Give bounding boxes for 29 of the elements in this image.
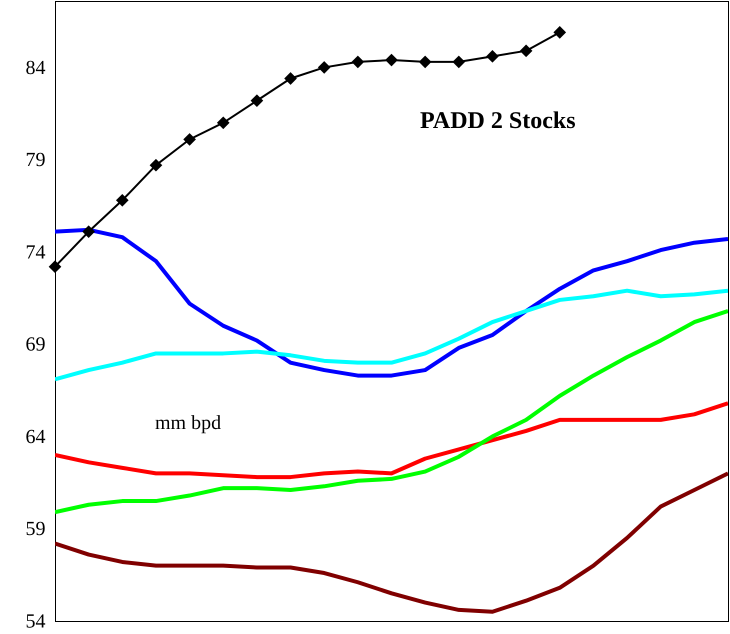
point (385, 54, 398, 66)
y-tick-label: 84 (26, 56, 46, 79)
point (48, 260, 62, 274)
y-tick-label: 69 (26, 334, 46, 356)
point (452, 56, 466, 68)
point (553, 26, 566, 39)
point (520, 44, 532, 58)
line-series (55, 288, 728, 382)
point (352, 56, 364, 68)
y-tick-label: 64 (26, 426, 46, 448)
y-tick-label: 54 (26, 610, 46, 632)
line-series (55, 471, 728, 614)
y-tick-label: 79 (26, 149, 46, 172)
point (116, 194, 129, 207)
point (216, 116, 230, 130)
point (284, 72, 297, 85)
point (150, 158, 162, 172)
y-tick-label: 74 (26, 241, 46, 264)
line-series (55, 401, 728, 480)
annotation: mm bpd (155, 412, 222, 434)
point (82, 225, 95, 238)
line-series (55, 309, 728, 514)
point (486, 50, 499, 63)
annotation: PADD 2 Stocks (420, 108, 576, 134)
point (183, 133, 196, 146)
point (250, 94, 264, 107)
point (418, 56, 432, 68)
y-tick-label: 59 (26, 518, 46, 540)
point (318, 61, 331, 74)
